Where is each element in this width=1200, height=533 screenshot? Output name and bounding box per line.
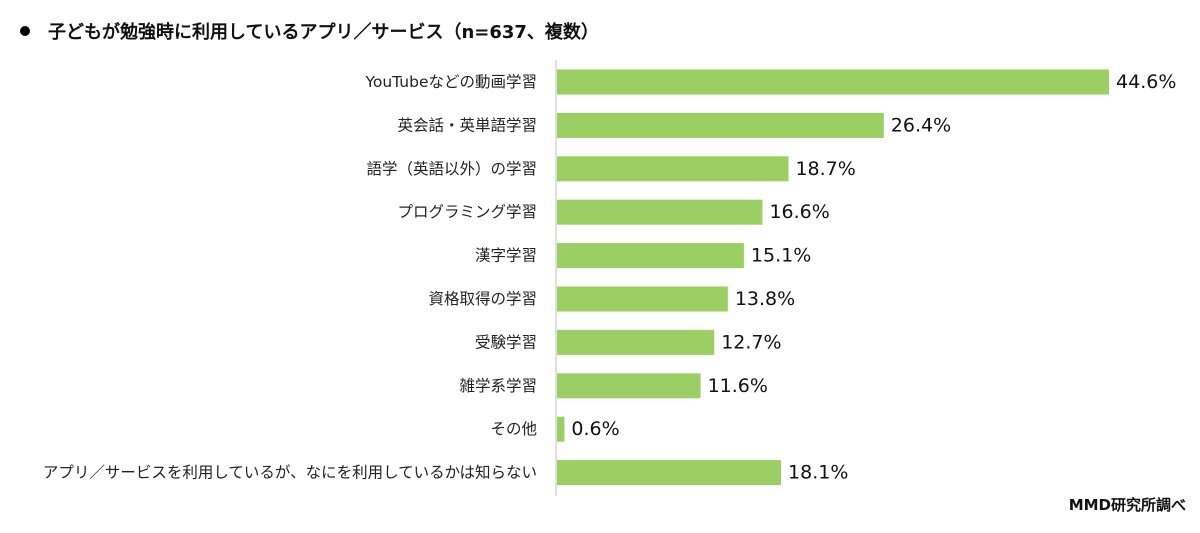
value-label: 13.8% xyxy=(735,288,795,310)
bar xyxy=(557,460,782,486)
value-label: 15.1% xyxy=(751,245,811,267)
bullet-icon xyxy=(20,26,30,36)
category-label: プログラミング学習 xyxy=(397,203,537,221)
bar xyxy=(557,373,701,399)
category-label: 漢字学習 xyxy=(475,247,537,265)
category-label: 英会話・英単語学習 xyxy=(397,116,537,134)
bar xyxy=(557,156,789,182)
value-label: 12.7% xyxy=(721,331,781,353)
value-label: 18.1% xyxy=(788,462,848,484)
bar xyxy=(557,199,763,225)
bar xyxy=(557,243,744,269)
value-label: 18.7% xyxy=(795,158,855,180)
bar xyxy=(557,286,728,312)
category-label: その他 xyxy=(490,420,537,438)
category-label: 資格取得の学習 xyxy=(428,290,537,308)
category-label: 雑学系学習 xyxy=(459,377,537,395)
chart-title-text: 子どもが勉強時に利用しているアプリ／サービス（n=637、複数） xyxy=(48,22,599,43)
bar xyxy=(557,416,565,442)
value-label: 0.6% xyxy=(571,418,619,440)
bar xyxy=(557,112,884,138)
value-label: 16.6% xyxy=(769,201,829,223)
category-label: 語学（英語以外）の学習 xyxy=(366,160,537,178)
category-label: YouTubeなどの動画学習 xyxy=(364,73,537,91)
chart-title: 子どもが勉強時に利用しているアプリ／サービス（n=637、複数） xyxy=(20,18,599,44)
category-label: 受験学習 xyxy=(475,333,537,351)
category-label: アプリ／サービスを利用しているが、なにを利用しているかは知らない xyxy=(43,464,537,482)
bar xyxy=(557,329,715,355)
value-label: 44.6% xyxy=(1116,71,1176,93)
value-label: 26.4% xyxy=(891,114,951,136)
source-note: MMD研究所調べ xyxy=(1068,496,1186,514)
bar xyxy=(557,69,1110,95)
value-label: 11.6% xyxy=(708,375,768,397)
